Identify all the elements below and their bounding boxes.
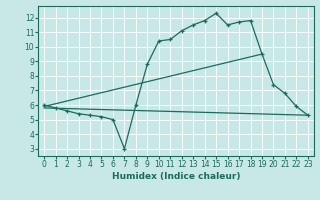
- X-axis label: Humidex (Indice chaleur): Humidex (Indice chaleur): [112, 172, 240, 181]
